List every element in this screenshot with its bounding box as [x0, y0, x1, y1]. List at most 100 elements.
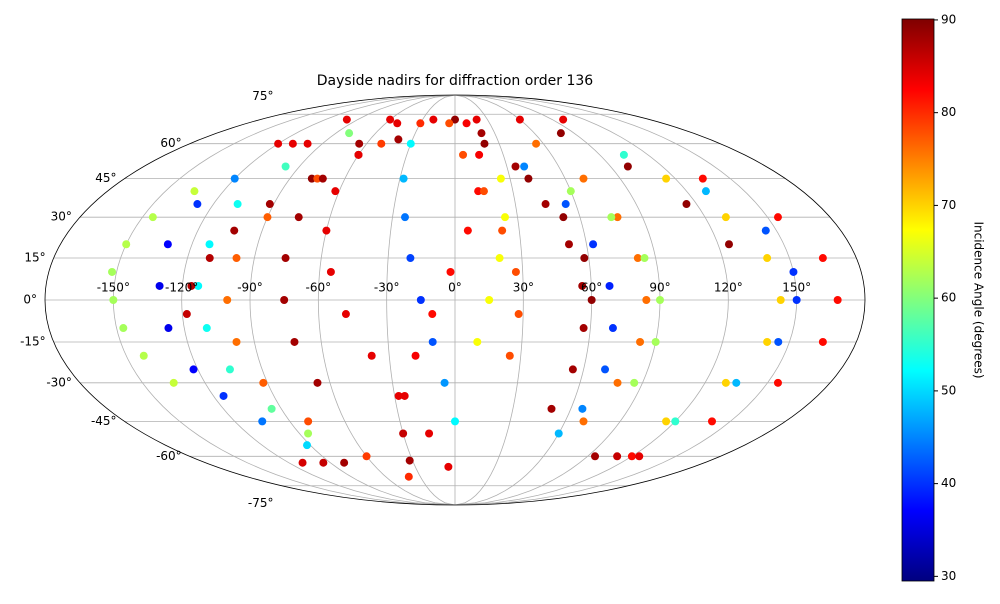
point	[411, 351, 420, 360]
point	[189, 365, 198, 374]
point	[281, 162, 290, 171]
point	[109, 296, 118, 304]
point	[288, 139, 297, 148]
point	[233, 200, 242, 209]
point	[633, 254, 642, 263]
point	[462, 119, 471, 128]
point	[642, 296, 651, 304]
point	[532, 139, 541, 148]
colorbar-tick-label: 60	[941, 291, 956, 305]
colorbar-tick-label: 50	[941, 383, 956, 397]
point	[169, 378, 178, 387]
point	[774, 337, 783, 346]
point	[225, 365, 234, 374]
point	[451, 115, 459, 124]
point	[444, 462, 453, 471]
point	[671, 417, 680, 426]
point	[580, 254, 589, 263]
point	[776, 296, 785, 304]
point	[405, 456, 414, 465]
point	[303, 441, 312, 450]
x-tick-label: 120°	[714, 281, 743, 295]
map-boundary	[44, 94, 866, 506]
colorbar-label: Incidence Angle (degrees)	[972, 221, 986, 378]
x-tick-label: 60°	[581, 281, 602, 295]
colorbar-tick-label: 70	[941, 198, 956, 212]
y-tick-label: 15°	[24, 251, 45, 265]
y-tick-label: 0°	[23, 293, 37, 307]
point	[662, 174, 671, 183]
y-tick-label: 45°	[95, 171, 116, 185]
point	[707, 417, 716, 426]
point	[190, 187, 199, 196]
point	[568, 365, 577, 374]
point	[148, 213, 157, 222]
point	[613, 452, 622, 461]
point	[501, 213, 510, 222]
point	[564, 240, 573, 249]
point	[511, 162, 520, 171]
point	[514, 310, 523, 319]
point	[313, 174, 322, 183]
point	[589, 240, 598, 249]
colorbar	[901, 18, 935, 582]
point	[205, 240, 214, 249]
point	[480, 139, 489, 148]
point	[108, 267, 117, 276]
point	[446, 267, 455, 276]
point	[280, 296, 289, 304]
point	[259, 378, 268, 387]
point	[651, 337, 660, 346]
point	[475, 150, 484, 159]
point	[345, 129, 354, 138]
point	[313, 378, 322, 387]
point	[400, 391, 409, 400]
point	[342, 115, 351, 124]
point	[524, 174, 533, 183]
point	[202, 324, 211, 333]
x-tick-label: -150°	[97, 281, 130, 295]
point	[281, 254, 290, 263]
point	[698, 174, 707, 183]
point	[656, 296, 664, 304]
colorbar-tick-label: 40	[941, 476, 956, 490]
point	[724, 240, 733, 249]
point	[139, 351, 148, 360]
point	[341, 310, 350, 319]
point	[425, 429, 434, 438]
point	[818, 254, 827, 263]
point	[399, 174, 408, 183]
point	[579, 324, 588, 333]
point	[187, 281, 196, 290]
point	[194, 281, 203, 290]
point	[636, 337, 645, 346]
colorbar-tick-label: 90	[941, 12, 956, 26]
point	[193, 200, 202, 209]
point	[477, 129, 486, 138]
colorbar-tick-label: 30	[941, 569, 956, 583]
point	[303, 139, 312, 148]
point	[319, 458, 328, 467]
point	[429, 115, 438, 124]
point	[474, 187, 483, 196]
point	[451, 417, 459, 426]
point	[579, 174, 588, 183]
x-tick-label: 0°	[448, 281, 462, 295]
point	[230, 226, 239, 235]
point	[322, 226, 331, 235]
point	[340, 458, 349, 467]
point	[416, 296, 425, 304]
point	[608, 324, 617, 333]
point	[587, 296, 596, 304]
point	[773, 213, 782, 222]
point	[721, 213, 730, 222]
point	[630, 378, 639, 387]
point	[400, 213, 409, 222]
y-tick-label: -30°	[46, 375, 72, 389]
point	[263, 213, 272, 222]
x-tick-label: 90°	[649, 281, 670, 295]
point	[640, 254, 649, 263]
x-tick-label: 30°	[513, 281, 534, 295]
point	[701, 187, 710, 196]
